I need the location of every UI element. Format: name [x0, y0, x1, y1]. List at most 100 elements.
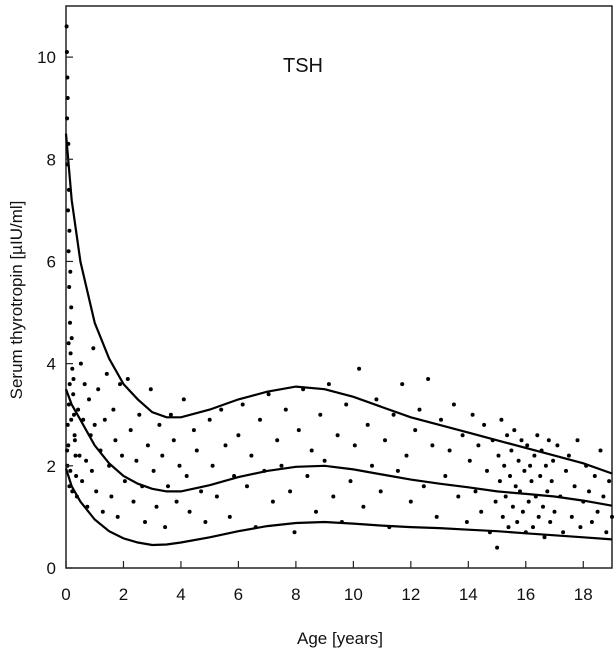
data-point	[479, 509, 484, 514]
data-point	[64, 24, 69, 29]
data-point	[74, 474, 79, 478]
data-point	[552, 509, 557, 514]
data-point	[335, 433, 340, 438]
data-point	[516, 458, 521, 463]
x-tick-label: 12	[401, 585, 420, 604]
data-point	[578, 525, 583, 530]
data-point	[120, 453, 124, 458]
data-point	[546, 438, 551, 443]
data-point	[395, 468, 400, 473]
y-tick-label: 2	[47, 457, 56, 476]
data-point	[512, 428, 517, 433]
data-point	[72, 438, 77, 443]
data-point	[575, 438, 580, 443]
data-point	[296, 428, 301, 433]
data-point	[253, 525, 258, 530]
data-point	[569, 514, 574, 519]
data-point	[531, 525, 535, 530]
data-point	[301, 387, 306, 392]
data-point	[601, 494, 606, 499]
data-point	[522, 468, 527, 473]
data-point	[561, 530, 566, 535]
data-point	[214, 494, 219, 499]
data-point	[528, 463, 533, 468]
data-point	[508, 474, 512, 478]
data-point	[66, 141, 71, 146]
data-point	[361, 504, 366, 509]
data-point	[125, 377, 130, 381]
data-point	[87, 397, 91, 402]
data-point	[391, 412, 396, 417]
percentile-curves	[64, 133, 613, 547]
data-point	[470, 412, 475, 417]
data-point	[84, 458, 89, 463]
data-point	[82, 382, 87, 387]
data-point	[515, 520, 520, 524]
y-tick-label: 0	[47, 559, 56, 578]
data-point	[80, 479, 85, 484]
data-point	[413, 428, 418, 433]
data-point	[88, 433, 93, 438]
data-point	[115, 514, 120, 519]
data-point	[245, 484, 249, 489]
data-point	[145, 443, 150, 448]
data-point	[607, 479, 612, 484]
chart-title: TSH	[283, 55, 323, 77]
data-point	[240, 402, 245, 407]
data-point	[160, 453, 165, 458]
data-point	[536, 514, 541, 519]
data-point	[74, 494, 79, 499]
data-point	[279, 463, 284, 468]
data-point	[66, 187, 71, 192]
data-point	[510, 504, 515, 509]
data-point	[168, 412, 173, 417]
data-point	[69, 417, 74, 422]
data-point	[258, 417, 262, 422]
data-point	[113, 438, 118, 443]
data-point	[503, 494, 508, 499]
data-point	[541, 504, 545, 509]
data-point	[434, 514, 439, 519]
data-point	[331, 494, 336, 499]
data-point	[68, 468, 73, 473]
data-point	[78, 361, 83, 366]
data-point	[65, 448, 70, 453]
data-point	[417, 407, 422, 412]
data-point	[66, 249, 71, 254]
data-point	[467, 458, 472, 463]
data-point	[587, 489, 591, 494]
data-point	[542, 535, 547, 540]
data-point	[518, 489, 522, 494]
data-point	[520, 509, 525, 514]
data-point	[592, 474, 597, 478]
data-point	[171, 438, 176, 443]
data-point	[67, 228, 72, 233]
data-point	[460, 433, 465, 438]
data-point	[223, 443, 228, 448]
data-point	[118, 382, 122, 387]
data-point	[70, 366, 75, 371]
median-curve	[64, 388, 613, 507]
data-point	[523, 530, 528, 535]
data-point	[67, 484, 72, 489]
data-point	[65, 96, 70, 100]
data-point	[408, 499, 413, 504]
data-point	[555, 443, 560, 448]
data-point	[499, 417, 504, 422]
data-point	[318, 412, 323, 417]
data-point	[184, 474, 189, 478]
data-point	[532, 453, 537, 458]
data-point	[352, 443, 357, 448]
data-point	[69, 305, 74, 310]
data-point	[122, 479, 127, 484]
data-point	[100, 509, 105, 514]
data-point	[236, 433, 241, 438]
data-point	[107, 463, 112, 468]
data-point	[154, 504, 159, 509]
data-point	[400, 382, 405, 387]
data-point	[232, 474, 237, 478]
data-point	[148, 387, 153, 392]
y-axis-title: Serum thyrotropin [µIU/ml]	[7, 201, 26, 400]
data-point	[66, 341, 71, 346]
data-point	[76, 407, 81, 412]
